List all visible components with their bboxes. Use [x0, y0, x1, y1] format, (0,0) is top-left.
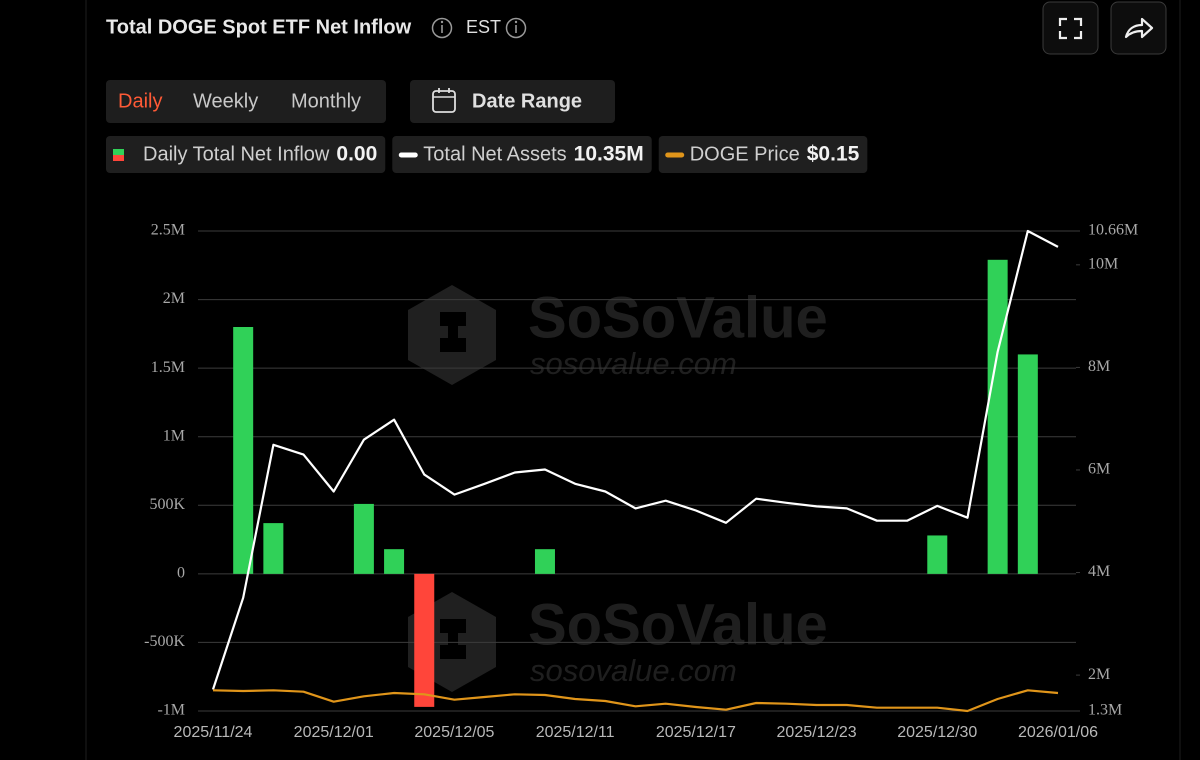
line	[211, 229, 1059, 690]
bar	[384, 549, 405, 574]
y2-tick-label: 10.66M	[1088, 222, 1138, 239]
y-tick-label: 500K	[149, 496, 185, 513]
tab[interactable]: Monthly	[291, 90, 361, 112]
y-tick-label: 1M	[163, 427, 185, 444]
line	[212, 689, 1059, 713]
fullscreen-button[interactable]	[1042, 1, 1099, 55]
bar	[927, 535, 948, 574]
y2-tick-label: 4M	[1088, 563, 1110, 580]
y-tick-label: 2M	[163, 290, 185, 307]
bar	[263, 523, 284, 574]
bar	[233, 327, 254, 574]
bar	[1017, 354, 1038, 574]
bar	[353, 503, 374, 574]
y2-tick-label: 10M	[1088, 256, 1118, 273]
y2-tick-label: 1.3M	[1088, 702, 1122, 719]
timezone: EST	[466, 17, 501, 37]
legend-swatch	[113, 149, 124, 155]
legend-item[interactable]: Total Net Assets 10.35M	[392, 136, 652, 173]
y2-tick-label: 6M	[1088, 461, 1110, 478]
y2-tick-label: 2M	[1088, 666, 1110, 683]
x-tick-label: 2025/12/05	[414, 724, 494, 741]
title: Total DOGE Spot ETF Net Inflow	[106, 16, 412, 38]
legend-item[interactable]: DOGE Price $0.15	[658, 136, 868, 173]
info-icon[interactable]	[505, 17, 527, 39]
share-button[interactable]	[1110, 1, 1167, 55]
legend-box	[106, 136, 386, 173]
y-tick-label: -1M	[157, 702, 185, 719]
x-tick-label: 2025/12/23	[777, 724, 857, 741]
tab[interactable]: Weekly	[193, 90, 258, 112]
y2-tick-label: 8M	[1088, 358, 1110, 375]
tab-group	[106, 80, 386, 123]
x-tick-label: 2026/01/06	[1018, 724, 1098, 741]
legend-label: Daily Total Net Inflow	[143, 143, 330, 165]
watermark-brand: SoSoValue	[528, 592, 828, 657]
legend-label: DOGE Price	[690, 143, 800, 165]
legend-item[interactable]: Daily Total Net Inflow 0.00	[106, 136, 386, 173]
legend-box	[392, 136, 652, 173]
watermark-url: sosovalue.com	[530, 653, 737, 688]
y-tick-label: -500K	[144, 633, 185, 650]
x-tick-label: 2025/12/17	[656, 724, 736, 741]
legend-value: 10.35M	[574, 143, 644, 166]
date-range-button[interactable]: Date Range	[410, 80, 615, 123]
y-tick-label: 2.5M	[151, 222, 185, 239]
legend-swatch	[113, 155, 124, 161]
date-range-label[interactable]: Date Range	[472, 90, 582, 112]
watermark-logo	[408, 285, 496, 385]
info-icon[interactable]	[431, 17, 453, 39]
watermark-url: sosovalue.com	[530, 346, 737, 381]
legend-value: $0.15	[807, 143, 860, 166]
y-tick-label: 0	[177, 565, 185, 582]
watermark-brand: SoSoValue	[528, 285, 828, 350]
tab[interactable]: Daily	[118, 90, 162, 112]
legend-value: 0.00	[336, 143, 377, 166]
x-tick-label: 2025/11/24	[174, 724, 253, 741]
bar	[414, 573, 435, 707]
x-tick-label: 2025/12/11	[536, 724, 615, 741]
legend-box	[658, 136, 868, 173]
bar	[987, 259, 1008, 574]
bar	[534, 549, 555, 574]
x-tick-label: 2025/12/01	[294, 724, 374, 741]
y-tick-label: 1.5M	[151, 359, 185, 376]
x-tick-label: 2025/12/30	[897, 724, 977, 741]
legend-label: Total Net Assets	[423, 143, 566, 165]
